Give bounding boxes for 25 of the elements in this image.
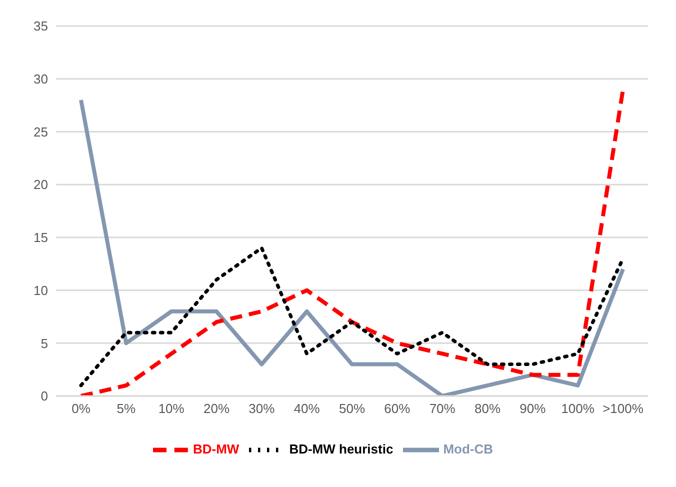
y-tick-label: 20 <box>34 177 48 192</box>
x-tick-label: 70% <box>429 401 456 416</box>
y-tick-label: 10 <box>34 282 48 298</box>
y-tick-label: 15 <box>34 230 48 246</box>
x-tick-label: 80% <box>474 401 501 416</box>
legend-label: Mod-CB <box>443 441 494 456</box>
y-tick-label: 30 <box>34 71 48 86</box>
line-series <box>79 246 625 388</box>
x-tick-label: 60% <box>384 401 411 416</box>
x-tick-label: 40% <box>294 401 320 416</box>
y-tick-label: 0 <box>40 388 48 404</box>
y-tick-label: 35 <box>34 18 48 34</box>
x-tick-label: 90% <box>520 401 546 416</box>
x-tick-label: 100% <box>561 401 595 416</box>
x-tick-label: 50% <box>338 401 366 416</box>
y-tick-label: 5 <box>40 336 48 351</box>
x-tick-label: 5% <box>116 401 136 416</box>
legend-label: BD-MW <box>192 441 240 456</box>
x-tick-label: 30% <box>248 401 276 416</box>
y-tick-label: 25 <box>34 124 48 140</box>
legend-label: BD-MW heuristic <box>289 441 394 456</box>
x-tick-label: 0% <box>72 401 91 416</box>
x-tick-label: >100% <box>602 401 644 416</box>
x-tick-label: 20% <box>203 401 230 416</box>
x-tick-label: 10% <box>158 401 185 416</box>
